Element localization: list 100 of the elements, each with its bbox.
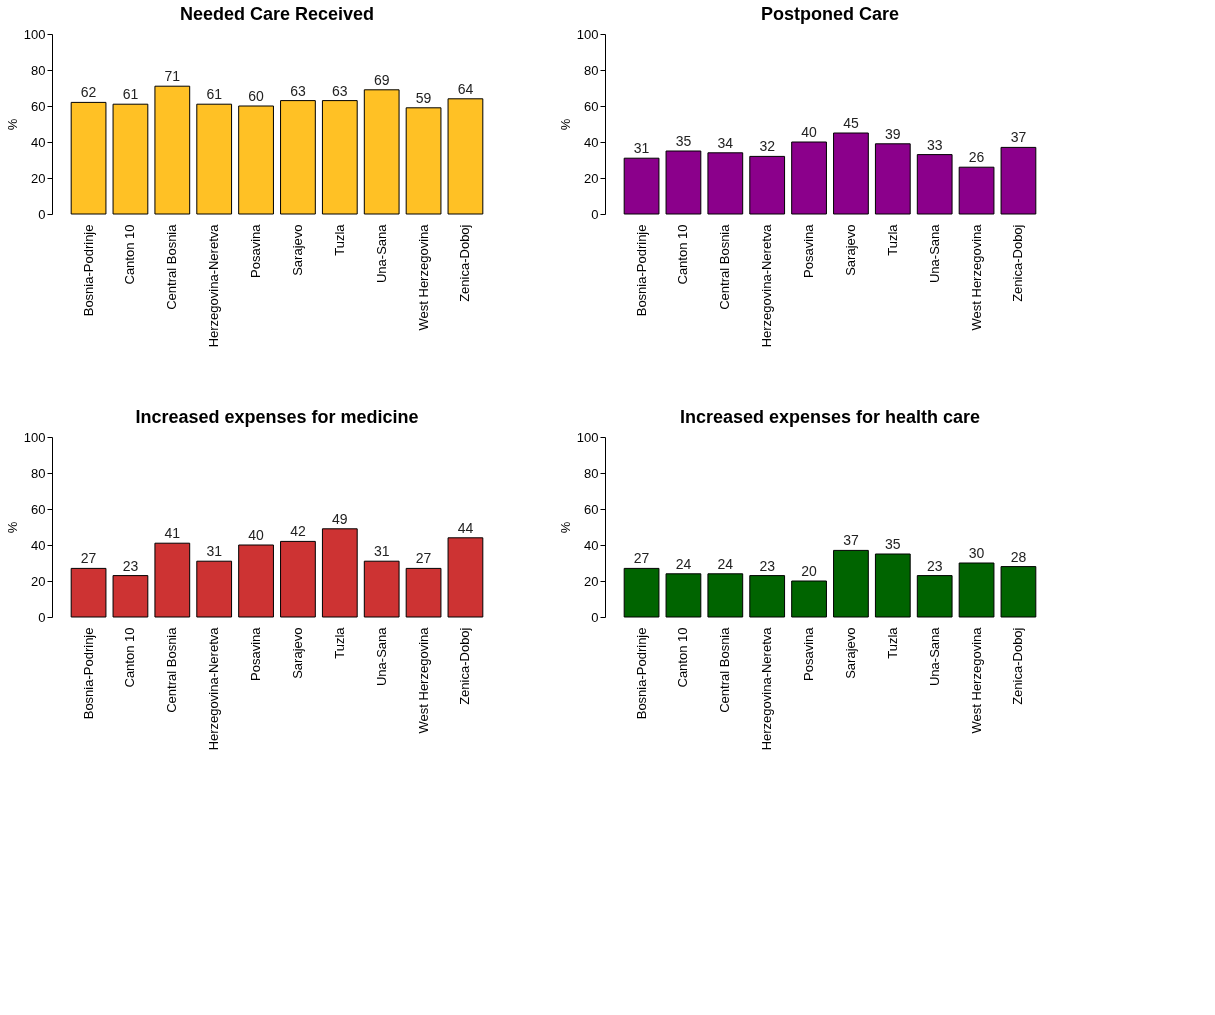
bar [154, 85, 191, 215]
bar [447, 98, 484, 215]
data-label: 71 [164, 68, 181, 85]
x-tick-label: Sarajevo [842, 627, 858, 679]
bar [196, 103, 233, 215]
bar [874, 143, 911, 215]
bar [1000, 146, 1037, 215]
bar [916, 575, 953, 618]
bar [321, 528, 358, 618]
data-label: 37 [1010, 129, 1027, 146]
x-tick-label: Tuzla [884, 223, 900, 256]
bar [405, 107, 442, 215]
y-tick-label: 80 [584, 465, 599, 481]
bar [665, 150, 702, 215]
y-tick-label: 60 [584, 501, 599, 517]
bar [874, 553, 911, 618]
data-label: 59 [415, 89, 432, 106]
y-tick-label: 0 [591, 206, 599, 222]
y-tick-label: 100 [576, 26, 599, 42]
data-label: 63 [290, 82, 306, 99]
bar [916, 154, 953, 215]
x-tick-label: West Herzegovina [968, 626, 984, 734]
data-label: 28 [1010, 548, 1027, 565]
x-tick-label: Sarajevo [289, 224, 305, 276]
bar [70, 101, 107, 215]
data-label: 30 [968, 545, 985, 561]
y-tick-label: 20 [584, 573, 599, 589]
y-tick-label: 60 [31, 501, 46, 517]
bar [112, 103, 149, 215]
x-tick-label: Herzegovina-Neretva [759, 626, 775, 751]
data-label: 26 [968, 149, 985, 166]
data-label: 23 [122, 557, 139, 574]
data-label: 23 [926, 557, 943, 574]
data-label: 27 [80, 550, 97, 567]
y-tick-label: 20 [31, 170, 46, 186]
chart-title: Postponed Care [760, 4, 900, 24]
data-label: 44 [457, 519, 474, 536]
data-label: 35 [675, 133, 692, 149]
x-tick-label: Posavina [801, 626, 817, 681]
x-tick-label: Central Bosnia [164, 626, 180, 713]
x-tick-label: Bosnia-Podrinje [633, 224, 649, 317]
x-tick-label: Bosnia-Podrinje [633, 627, 649, 720]
y-tick-label: 80 [584, 62, 599, 78]
x-tick-label: Bosnia-Podrinje [80, 627, 96, 720]
bar [958, 562, 995, 618]
x-tick-label: Una-Sana [373, 626, 389, 687]
x-tick-label: Zenica-Doboj [457, 224, 473, 302]
data-label: 41 [164, 525, 181, 542]
x-tick-label: Central Bosnia [717, 223, 733, 310]
bar [623, 567, 660, 618]
x-tick-label: Sarajevo [289, 627, 305, 679]
data-label: 37 [843, 532, 859, 549]
x-tick-label: West Herzegovina [968, 223, 984, 331]
x-tick-label: Canton 10 [675, 627, 691, 688]
bar [707, 152, 744, 215]
bar [196, 560, 233, 618]
bar [363, 89, 400, 215]
bar [280, 100, 316, 215]
bar [791, 141, 827, 215]
y-tick-label: 0 [38, 206, 46, 222]
bar [749, 575, 786, 618]
x-tick-label: Bosnia-Podrinje [80, 224, 96, 317]
data-label: 31 [373, 543, 390, 560]
y-tick-label: 100 [23, 26, 46, 42]
data-label: 31 [633, 140, 650, 157]
bar [112, 575, 149, 618]
bar [363, 560, 400, 618]
y-tick-label: 80 [31, 465, 46, 481]
data-label: 40 [801, 124, 818, 140]
data-label: 45 [843, 115, 859, 131]
data-label: 60 [248, 88, 265, 104]
bar [1000, 566, 1037, 618]
bar [154, 542, 191, 618]
y-tick-label: 80 [31, 62, 46, 78]
x-tick-label: Canton 10 [122, 224, 138, 285]
bar [958, 166, 995, 215]
bar [447, 537, 484, 618]
bar [405, 567, 442, 618]
x-tick-label: Zenica-Doboj [1010, 627, 1026, 705]
bar [238, 544, 274, 618]
y-axis-title: % [557, 118, 573, 131]
x-tick-label: Herzegovina-Neretva [206, 223, 222, 348]
chart-title: Increased expenses for medicine [135, 407, 419, 427]
x-tick-label: Herzegovina-Neretva [759, 223, 775, 348]
bar [791, 580, 827, 618]
y-axis-title: % [4, 521, 20, 534]
data-label: 24 [717, 555, 734, 572]
x-tick-label: Herzegovina-Neretva [206, 626, 222, 751]
x-tick-label: Tuzla [331, 626, 347, 659]
data-label: 32 [759, 138, 776, 155]
bar [833, 549, 869, 618]
x-tick-label: Posavina [801, 223, 817, 278]
y-tick-label: 60 [584, 98, 599, 114]
data-label: 63 [332, 82, 348, 99]
x-tick-label: West Herzegovina [415, 223, 431, 331]
x-tick-label: Una-Sana [926, 626, 942, 687]
data-label: 61 [122, 86, 139, 103]
bar [623, 157, 660, 215]
y-tick-label: 60 [31, 98, 46, 114]
x-tick-label: Posavina [248, 626, 264, 681]
